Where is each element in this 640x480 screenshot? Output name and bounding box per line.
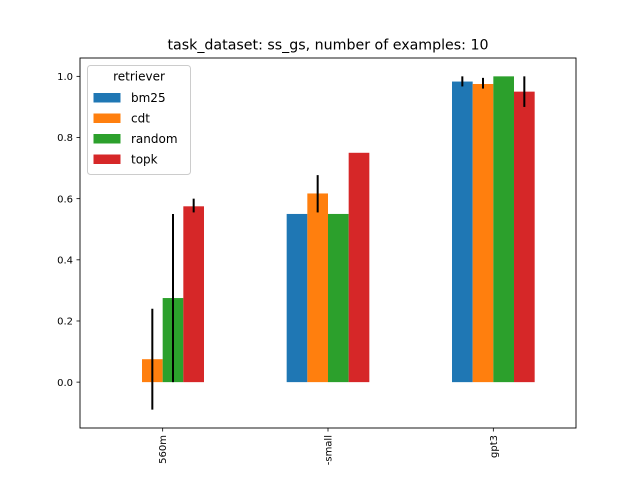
legend-swatch-cdt [93,113,121,123]
x-tick-label: gpt3 [489,435,500,458]
legend-items: bm25 cdt random topk [93,91,178,167]
legend-swatch-bm25 [93,93,121,103]
y-tick-label: 0.6 [57,194,73,205]
chart-title: task_dataset: ss_gs, number of examples:… [167,38,488,54]
legend-label-topk: topk [131,153,158,167]
bar-topk-small [348,152,370,383]
bar-topk-560m [183,206,204,383]
y-tick-label: 1.0 [57,72,73,83]
bar-cdt-gpt3 [472,83,494,383]
y-tick-label: 0.8 [57,133,73,144]
bar-random-gpt3 [493,76,514,383]
y-tick-label: 0.2 [57,317,73,328]
errorbars-layer [151,76,526,410]
bar-bm25-small [286,213,308,383]
bar-topk-gpt3 [514,91,535,383]
y-tick-label: 0.0 [57,378,73,389]
x-axis: 560m -small gpt3 [158,428,500,465]
bar-random-small [328,213,349,383]
legend-label-random: random [131,132,178,146]
x-tick-label: -small [324,435,335,465]
x-tick-label: 560m [158,435,169,464]
bar-cdt-small [307,193,328,383]
legend-label-bm25: bm25 [131,91,166,105]
axes-frame [79,57,577,429]
y-axis: 0.0 0.2 0.4 0.6 0.8 1.0 [57,72,80,389]
bars-layer [142,76,535,383]
legend-swatch-random [93,134,121,144]
bar-bm25-gpt3 [452,81,473,383]
legend-swatch-topk [93,154,121,164]
y-tick-label: 0.4 [57,256,73,267]
legend: retriever bm25 cdt random topk [87,65,191,175]
legend-title: retriever [113,70,165,84]
legend-label-cdt: cdt [131,112,150,126]
legend-frame [87,65,191,175]
